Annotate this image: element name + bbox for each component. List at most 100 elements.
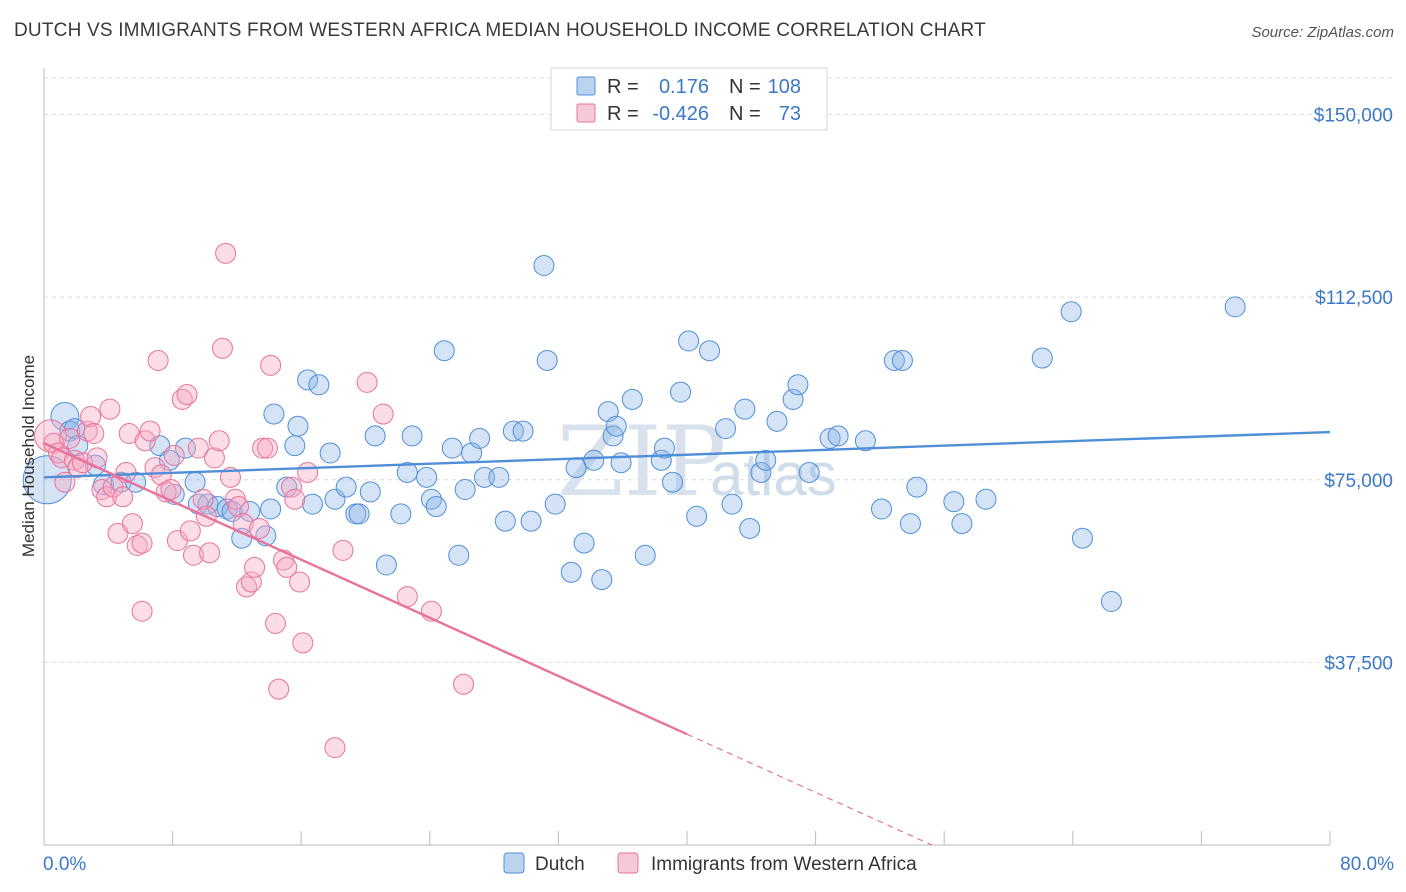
dutch-point xyxy=(544,493,566,515)
dutch-point xyxy=(263,403,285,425)
immigrants-point xyxy=(182,544,204,566)
dutch-point xyxy=(520,510,542,532)
immigrants-point xyxy=(179,520,201,542)
dutch-point xyxy=(1224,296,1246,318)
dutch-point xyxy=(284,435,306,457)
immigrants-point xyxy=(356,371,378,393)
dutch-point xyxy=(721,493,743,515)
dutch-point xyxy=(488,466,510,488)
dutch-point xyxy=(943,491,965,513)
dutch-point xyxy=(239,500,261,522)
source-label: Source: ZipAtlas.com xyxy=(1251,24,1394,41)
immigrants-point xyxy=(252,437,274,459)
immigrants-point xyxy=(99,398,121,420)
dutch-point xyxy=(149,435,171,457)
dutch-point xyxy=(1071,527,1093,549)
immigrants-point xyxy=(118,422,140,444)
y-tick-label-2: $112,500 xyxy=(1315,288,1393,309)
legend-n-value-dutch: 108 xyxy=(768,76,801,98)
immigrants-point xyxy=(121,513,143,535)
dutch-point xyxy=(335,476,357,498)
axes xyxy=(43,68,1331,846)
dutch-point xyxy=(533,254,555,276)
immigrants-point xyxy=(192,488,214,510)
dutch-point xyxy=(787,374,809,396)
dutch-trend-line xyxy=(43,430,1331,479)
dutch-point xyxy=(565,457,587,479)
dutch-point xyxy=(678,330,700,352)
dutch-point xyxy=(401,425,423,447)
dutch-point xyxy=(260,498,282,520)
dutch-point xyxy=(573,532,595,554)
immigrants-point xyxy=(131,532,153,554)
immigrants-trend-extension xyxy=(686,733,933,846)
immigrants-point xyxy=(147,349,169,371)
dutch-point xyxy=(819,427,841,449)
immigrants-point xyxy=(260,354,282,376)
dutch-point xyxy=(416,466,438,488)
immigrants-point xyxy=(139,420,161,442)
series-label-dutch: Dutch xyxy=(535,854,585,875)
dutch-point xyxy=(734,398,756,420)
legend-r-label-dutch: R = xyxy=(607,76,639,98)
immigrants-point xyxy=(268,678,290,700)
series-swatch-immigrants xyxy=(617,852,639,874)
immigrants-point xyxy=(284,488,306,510)
immigrants-point xyxy=(199,542,221,564)
y-tick-labels: $37,500 $75,000 $112,500 $150,000 xyxy=(1314,106,1393,675)
dutch-point xyxy=(755,449,777,471)
immigrants-point xyxy=(176,384,198,406)
legend-r-value-immigrants: -0.426 xyxy=(652,103,709,125)
dutch-point xyxy=(433,340,455,362)
immigrants-point xyxy=(244,556,266,578)
dutch-point xyxy=(469,427,491,449)
dutch-point xyxy=(827,425,849,447)
y-tick-label-0: $37,500 xyxy=(1324,653,1393,674)
immigrants-point xyxy=(163,444,185,466)
dutch-point xyxy=(448,544,470,566)
legend-swatch-immigrants xyxy=(576,103,596,123)
dutch-point xyxy=(906,476,928,498)
immigrants-point xyxy=(59,427,81,449)
dutch-point xyxy=(359,481,381,503)
dutch-point xyxy=(348,503,370,525)
x-tick-label-min: 0.0% xyxy=(43,854,86,875)
dutch-point xyxy=(301,493,323,515)
dutch-point xyxy=(1060,301,1082,323)
dutch-point xyxy=(653,437,675,459)
dutch-point xyxy=(621,388,643,410)
dutch-point xyxy=(425,496,447,518)
dutch-point xyxy=(364,425,386,447)
dutch-point xyxy=(1100,591,1122,613)
dutch-point xyxy=(583,449,605,471)
immigrants-point xyxy=(208,430,230,452)
series-legend: Dutch Immigrants from Western Africa xyxy=(503,852,917,875)
legend-r-label-immigrants: R = xyxy=(607,103,639,125)
dutch-point xyxy=(871,498,893,520)
dutch-point xyxy=(276,476,298,498)
legend-n-value-immigrants: 73 xyxy=(779,103,801,125)
dutch-point xyxy=(670,381,692,403)
immigrants-point xyxy=(83,422,105,444)
dutch-point xyxy=(951,513,973,535)
immigrants-point xyxy=(297,461,319,483)
dutch-point xyxy=(883,349,905,371)
immigrants-point xyxy=(80,405,102,427)
immigrants-trend-line xyxy=(43,442,688,736)
immigrants-point xyxy=(219,466,241,488)
dutch-point xyxy=(854,430,876,452)
immigrants-point xyxy=(256,437,278,459)
dutch-point xyxy=(512,420,534,442)
dutch-point xyxy=(375,554,397,576)
immigrants-point xyxy=(248,517,270,539)
dutch-point xyxy=(287,415,309,437)
y-tick-label-1: $75,000 xyxy=(1324,471,1393,492)
x-tick-label-max: 80.0% xyxy=(1340,854,1394,875)
legend-n-label-immigrants: N = xyxy=(729,103,761,125)
immigrants-point xyxy=(324,737,346,759)
watermark-zip: ZIP xyxy=(557,406,726,518)
immigrants-point xyxy=(33,419,67,453)
dutch-point xyxy=(473,466,495,488)
immigrants-point xyxy=(453,673,475,695)
